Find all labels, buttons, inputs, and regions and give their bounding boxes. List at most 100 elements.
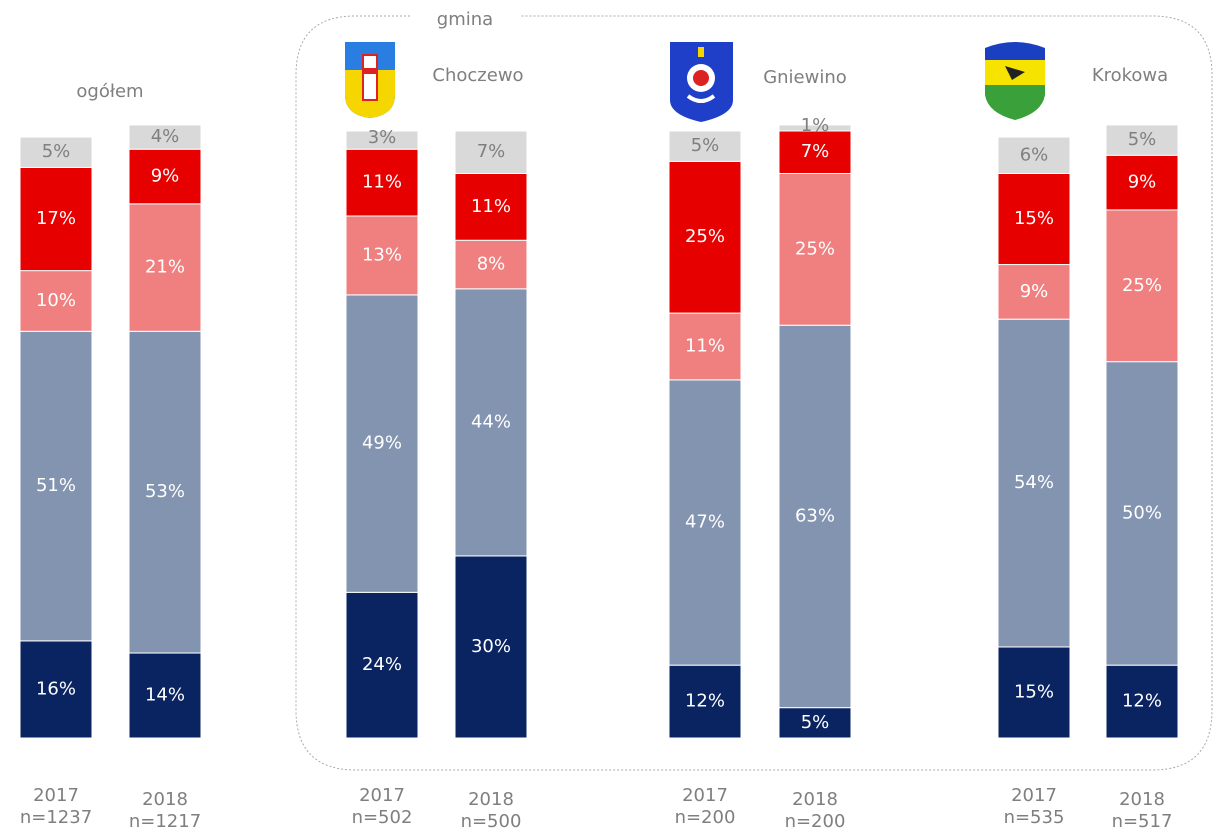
data-label: 25%: [1122, 275, 1162, 296]
bar-segment: [1105, 664, 1179, 739]
data-label: 14%: [145, 685, 185, 706]
sample-size: n=200: [675, 807, 736, 828]
bar-segment: [345, 130, 419, 150]
bar-segment: [128, 330, 202, 654]
group-label: ogółem: [76, 81, 143, 102]
sample-size: n=500: [461, 811, 522, 831]
x-tick-label: 2018: [468, 789, 514, 810]
bar-segment: [454, 130, 528, 174]
data-label: 13%: [362, 244, 402, 265]
x-tick-label: 2017: [359, 785, 405, 806]
data-label: 47%: [685, 512, 725, 533]
bar-segment: [454, 172, 528, 241]
data-label: 51%: [36, 475, 76, 496]
bar-segment: [997, 172, 1071, 266]
bar-segment: [997, 264, 1071, 320]
coat-of-arms: [670, 42, 733, 122]
coat-of-arms: [345, 42, 395, 118]
data-label: 53%: [145, 481, 185, 502]
data-label: 5%: [801, 712, 830, 733]
data-label: 25%: [795, 238, 835, 259]
group-label: Gniewino: [763, 67, 847, 88]
bar-segment: [345, 148, 419, 217]
data-label: 30%: [471, 636, 511, 657]
bar-segment: [454, 239, 528, 290]
sample-size: n=517: [1112, 811, 1173, 831]
data-label: 15%: [1014, 681, 1054, 702]
data-label: 25%: [685, 226, 725, 247]
annotation: gmina: [437, 9, 493, 30]
data-label: 6%: [1020, 144, 1049, 165]
bar-segment: [778, 124, 852, 132]
bar-segment: [454, 555, 528, 739]
group-label: Krokowa: [1092, 65, 1168, 86]
x-tick-label: 2018: [792, 789, 838, 810]
data-label: 9%: [1128, 172, 1157, 193]
x-tick-label: 2017: [33, 785, 79, 806]
bar-segment: [778, 707, 852, 739]
x-tick-label: 2017: [682, 785, 728, 806]
data-label: 15%: [1014, 208, 1054, 229]
data-label: 12%: [685, 691, 725, 712]
data-label: 44%: [471, 411, 511, 432]
group-label: Choczewo: [432, 65, 523, 86]
sample-size: n=1237: [20, 807, 92, 828]
data-label: 63%: [795, 505, 835, 526]
bar-segment: [454, 288, 528, 557]
data-label: 11%: [471, 196, 511, 217]
data-label: 5%: [691, 135, 720, 156]
bar-segment: [1105, 209, 1179, 363]
bar-segment: [19, 270, 93, 332]
data-label: 9%: [1020, 281, 1049, 302]
data-label: 24%: [362, 654, 402, 675]
bar-segment: [997, 318, 1071, 648]
data-label: 21%: [145, 257, 185, 278]
bar-segment: [128, 652, 202, 739]
bar-segment: [668, 312, 742, 381]
data-label: 3%: [368, 127, 397, 148]
data-label: 7%: [477, 141, 506, 162]
data-label: 12%: [1122, 691, 1162, 712]
bar-segment: [128, 124, 202, 150]
bar-segment: [19, 166, 93, 272]
data-label: 50%: [1122, 502, 1162, 523]
bar-segment: [668, 664, 742, 739]
data-label: 9%: [151, 166, 180, 187]
bar-segment: [19, 136, 93, 168]
bar-segment: [345, 591, 419, 739]
bar-segment: [345, 215, 419, 296]
bar-segment: [997, 136, 1071, 174]
bar-segment: [778, 130, 852, 174]
x-tick-label: 2018: [1119, 789, 1165, 810]
bar-segment: [778, 172, 852, 326]
sample-size: n=535: [1004, 807, 1065, 828]
data-label: 17%: [36, 208, 76, 229]
coat-of-arms: [985, 42, 1045, 120]
bar-segment: [1105, 124, 1179, 156]
data-label: 5%: [42, 141, 71, 162]
sample-size: n=1217: [129, 811, 201, 831]
data-label: 10%: [36, 290, 76, 311]
bar-segment: [997, 646, 1071, 739]
bar-segment: [668, 130, 742, 162]
data-label: 1%: [801, 115, 830, 136]
bar-segment: [128, 148, 202, 205]
x-tick-label: 2017: [1011, 785, 1057, 806]
data-label: 7%: [801, 141, 830, 162]
bar-segment: [668, 379, 742, 666]
sample-size: n=200: [785, 811, 846, 831]
bar-segment: [19, 330, 93, 642]
data-label: 16%: [36, 678, 76, 699]
bar-segment: [778, 324, 852, 709]
data-label: 49%: [362, 433, 402, 454]
data-label: 5%: [1128, 129, 1157, 150]
data-label: 8%: [477, 254, 506, 275]
sample-size: n=502: [352, 807, 413, 828]
group-frame: [295, 15, 1213, 771]
data-label: 11%: [685, 335, 725, 356]
bar-segment: [1105, 361, 1179, 666]
data-label: 11%: [362, 172, 402, 193]
data-label: 54%: [1014, 472, 1054, 493]
x-tick-label: 2018: [142, 789, 188, 810]
